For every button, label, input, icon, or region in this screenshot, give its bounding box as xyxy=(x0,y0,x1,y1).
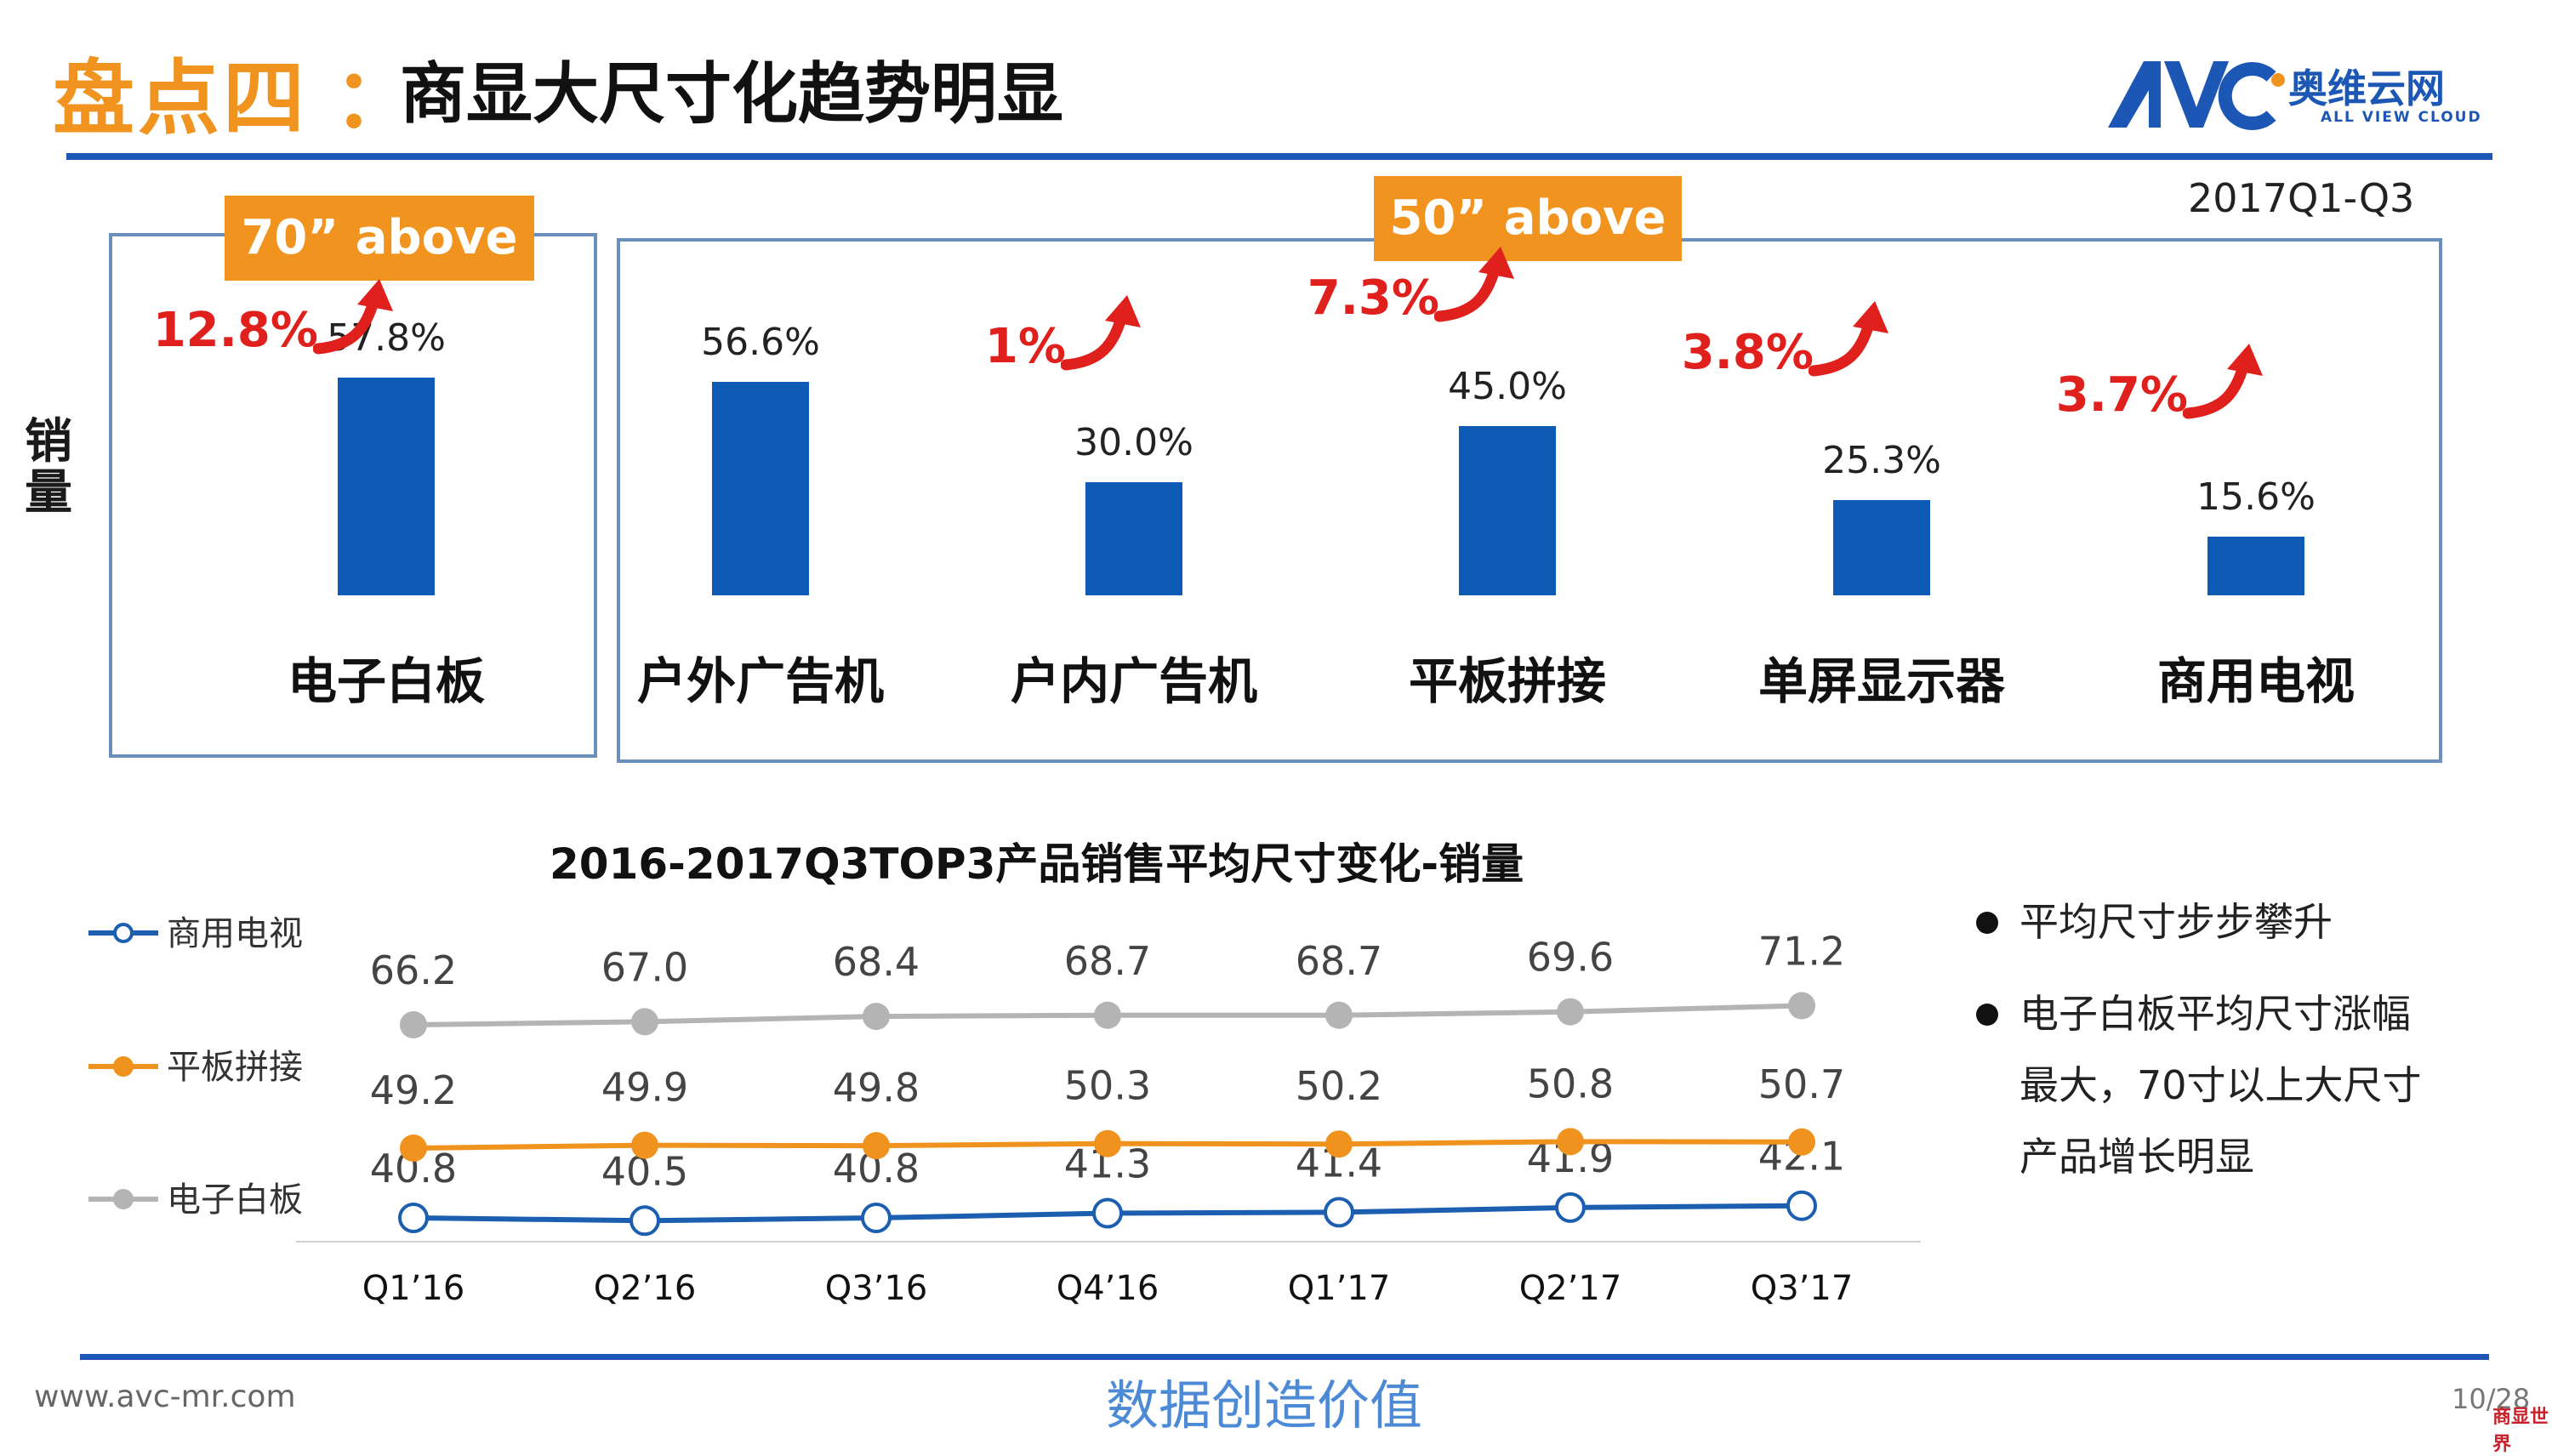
bar xyxy=(1833,499,1930,595)
x-tick-label: Q1’17 xyxy=(1288,1269,1391,1308)
data-point xyxy=(1788,1128,1815,1156)
data-point xyxy=(398,1203,429,1233)
tag-70-above: 70” above xyxy=(225,196,534,281)
data-point xyxy=(1092,1197,1123,1229)
data-point xyxy=(1325,1130,1353,1158)
bar-category-label: 户内广告机 xyxy=(1010,652,1257,710)
growth-arrow-icon xyxy=(313,279,393,355)
data-point xyxy=(400,1011,427,1038)
legend-marker xyxy=(113,923,134,943)
period-label: 2017Q1-Q3 xyxy=(2188,175,2415,221)
data-point xyxy=(1555,1192,1586,1223)
bar-category-label: 单屏显示器 xyxy=(1757,652,2005,710)
x-tick-label: Q2’17 xyxy=(1519,1269,1622,1308)
legend-label: 电子白板 xyxy=(167,1180,303,1220)
data-point xyxy=(1094,1129,1121,1157)
data-label: 50.2 xyxy=(1296,1063,1382,1109)
bar-value-label: 30.0% xyxy=(1074,421,1193,465)
data-point xyxy=(863,1132,890,1160)
data-label: 68.4 xyxy=(833,939,920,985)
bar-category-label: 平板拼接 xyxy=(1408,652,1606,710)
bar-category-label: 商用电视 xyxy=(2156,652,2355,710)
header-divider xyxy=(66,153,2492,160)
bullet-dot xyxy=(1976,1004,1998,1026)
bar xyxy=(338,377,435,595)
data-point xyxy=(863,1003,890,1031)
growth-arrow-icon xyxy=(1061,295,1141,371)
logo-subtitle: ALL VIEW CLOUD xyxy=(2321,109,2482,126)
data-label: 69.6 xyxy=(1527,935,1614,981)
data-point xyxy=(1557,998,1584,1026)
legend-label: 商用电视 xyxy=(167,914,303,953)
bar-value-label: 15.6% xyxy=(2196,475,2316,519)
data-point xyxy=(1325,1001,1353,1029)
bar xyxy=(712,382,809,595)
x-tick-label: Q2’16 xyxy=(594,1269,697,1308)
title-prefix: 盘点四 xyxy=(53,51,308,146)
footer-divider xyxy=(80,1354,2489,1360)
bullet-2: 电子白板平均尺寸涨幅最大，70寸以上大尺寸产品增长明显 xyxy=(2019,991,2422,1180)
bullet-1: 平均尺寸步步攀升 xyxy=(2019,899,2333,945)
data-point xyxy=(861,1203,891,1233)
data-label: 50.7 xyxy=(1758,1061,1845,1107)
data-label: 49.8 xyxy=(833,1065,920,1111)
data-point xyxy=(1094,1001,1121,1029)
data-label: 68.7 xyxy=(1296,938,1382,984)
growth-rate: 12.8% xyxy=(152,303,318,358)
page-title: 商显大尺寸化趋势明显 xyxy=(400,56,1064,133)
bar xyxy=(1085,482,1182,595)
x-tick-label: Q3’16 xyxy=(825,1269,928,1308)
line-chart-title: 2016-2017Q3TOP3产品销售平均尺寸变化-销量 xyxy=(550,839,1524,889)
bar xyxy=(2207,536,2304,595)
growth-rate: 3.7% xyxy=(2055,367,2188,423)
data-label: 66.2 xyxy=(370,947,457,993)
data-label: 71.2 xyxy=(1758,929,1845,975)
bullet-dot xyxy=(1976,912,1998,934)
data-point xyxy=(1786,1190,1817,1221)
x-tick-label: Q1’16 xyxy=(362,1269,465,1308)
bar-category-label: 户外广告机 xyxy=(636,652,884,710)
bar-category-label: 电子白板 xyxy=(287,652,485,710)
avc-logo xyxy=(2108,61,2285,130)
data-point xyxy=(400,1135,427,1162)
growth-arrow-icon xyxy=(2183,344,2263,419)
growth-arrow-icon xyxy=(1809,301,1888,377)
bar xyxy=(1459,425,1556,595)
growth-arrow-icon xyxy=(1434,247,1514,322)
x-tick-label: Q4’16 xyxy=(1057,1269,1159,1308)
data-point xyxy=(1324,1197,1354,1228)
data-label: 49.2 xyxy=(370,1067,457,1113)
data-label: 50.3 xyxy=(1064,1063,1151,1109)
title-colon: ： xyxy=(333,51,415,146)
growth-rate: 7.3% xyxy=(1307,270,1439,326)
bar-value-label: 45.0% xyxy=(1448,364,1567,408)
legend-label: 平板拼接 xyxy=(167,1048,303,1087)
bar-value-label: 56.6% xyxy=(701,321,820,365)
footer-url[interactable]: www.avc-mr.com xyxy=(34,1379,296,1414)
legend-marker xyxy=(113,1189,134,1209)
data-label: 49.9 xyxy=(601,1065,688,1111)
footer-slogan: 数据创造价值 xyxy=(1106,1374,1423,1436)
data-point xyxy=(631,1131,658,1159)
legend-marker xyxy=(113,1056,134,1077)
data-point xyxy=(631,1008,658,1036)
x-tick-label: Q3’17 xyxy=(1751,1269,1854,1308)
page-number: 10/28 xyxy=(2452,1383,2531,1415)
bar-value-label: 25.3% xyxy=(1822,438,1941,482)
data-label: 67.0 xyxy=(601,944,688,990)
tag-50-above: 50” above xyxy=(1374,176,1682,261)
bar-chart-ylabel: 销量 xyxy=(25,414,72,520)
data-point xyxy=(629,1205,660,1237)
data-point xyxy=(1788,992,1815,1020)
growth-rate: 3.8% xyxy=(1681,325,1814,380)
data-label: 50.8 xyxy=(1527,1061,1614,1106)
data-point xyxy=(1557,1128,1584,1156)
data-label: 68.7 xyxy=(1064,938,1151,984)
corner-watermark: 商显世界 xyxy=(2492,1407,2549,1455)
logo-text: 奥维云网 xyxy=(2288,65,2445,111)
growth-rate: 1% xyxy=(984,319,1066,374)
